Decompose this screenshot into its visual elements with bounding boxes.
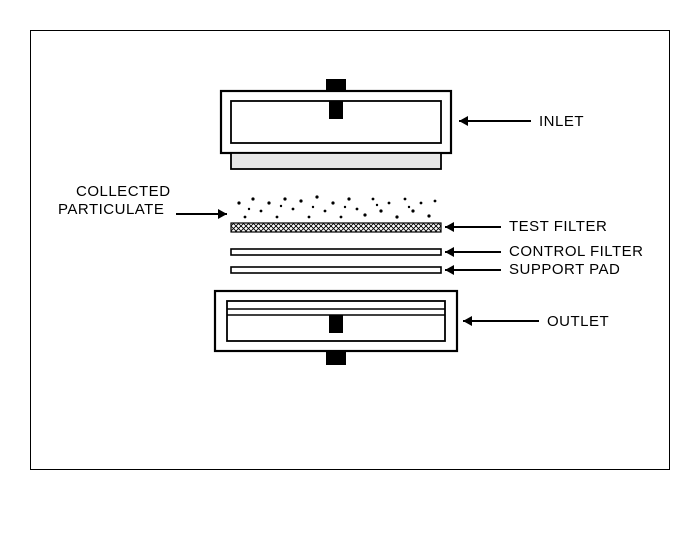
inlet-port-outer [326, 79, 346, 91]
diagram-frame: INLET COLLECTEDPARTICULATE TEST FILTER CONT… [30, 30, 670, 470]
inlet-port-inner [329, 101, 343, 119]
outlet-port-inner [329, 315, 343, 333]
label-inlet: INLET [539, 113, 584, 130]
inlet-plate [231, 153, 441, 169]
support-pad [231, 267, 441, 273]
label-outlet: OUTLET [547, 313, 609, 330]
outlet-port-outer [326, 351, 346, 365]
label-collected-2: PARTICULATE [58, 201, 164, 218]
test-filter [231, 223, 441, 232]
control-filter [231, 249, 441, 255]
label-collected-1: COLLECTED [76, 183, 171, 200]
label-control-filter: CONTROL FILTER [509, 243, 644, 260]
label-support-pad: SUPPORT PAD [509, 261, 620, 278]
collected-particulate [237, 195, 436, 218]
diagram-svg: INLET COLLECTEDPARTICULATE TEST FILTER CONT… [31, 31, 669, 469]
label-test-filter: TEST FILTER [509, 218, 607, 235]
